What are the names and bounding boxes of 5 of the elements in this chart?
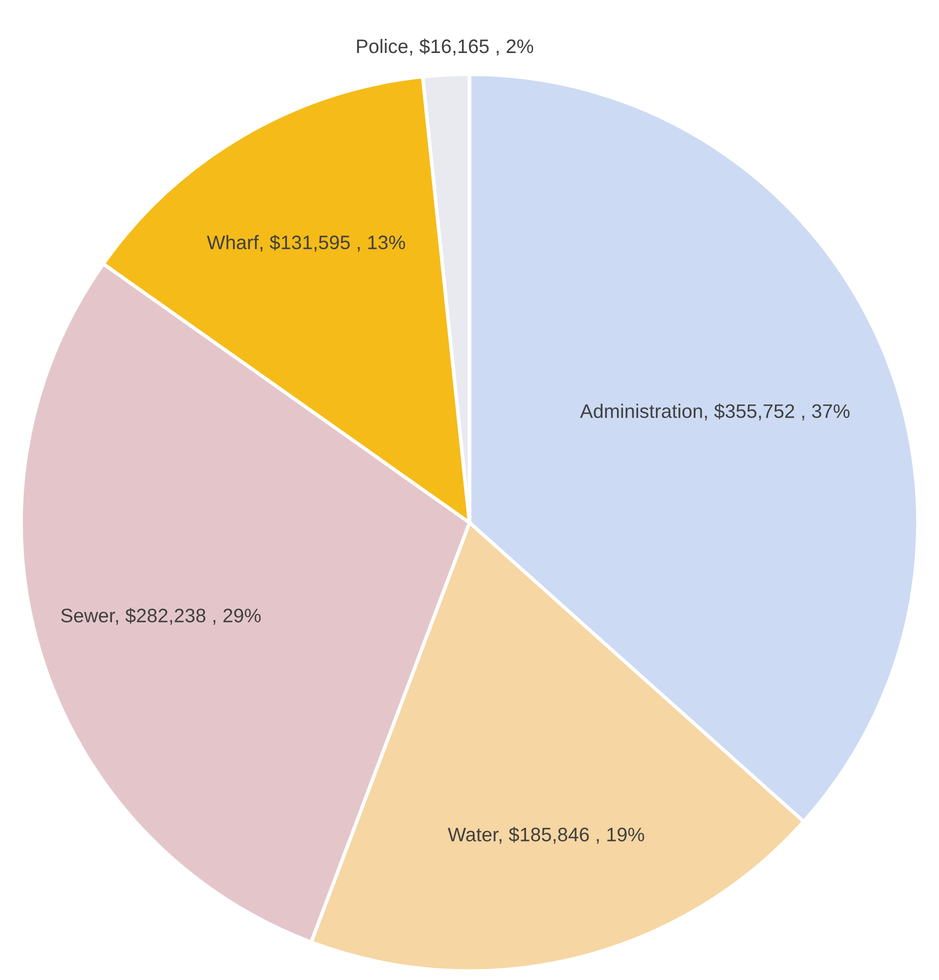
slice-label: Water, $185,846 , 19% <box>448 826 644 844</box>
slice-label: Sewer, $282,238 , 29% <box>61 608 261 625</box>
slice-label: Police, $16,165 , 2% <box>357 38 534 56</box>
slice-label: Administration, $355,752 , 37% <box>580 403 850 420</box>
slice-label: Wharf, $131,595 , 13% <box>206 234 406 252</box>
